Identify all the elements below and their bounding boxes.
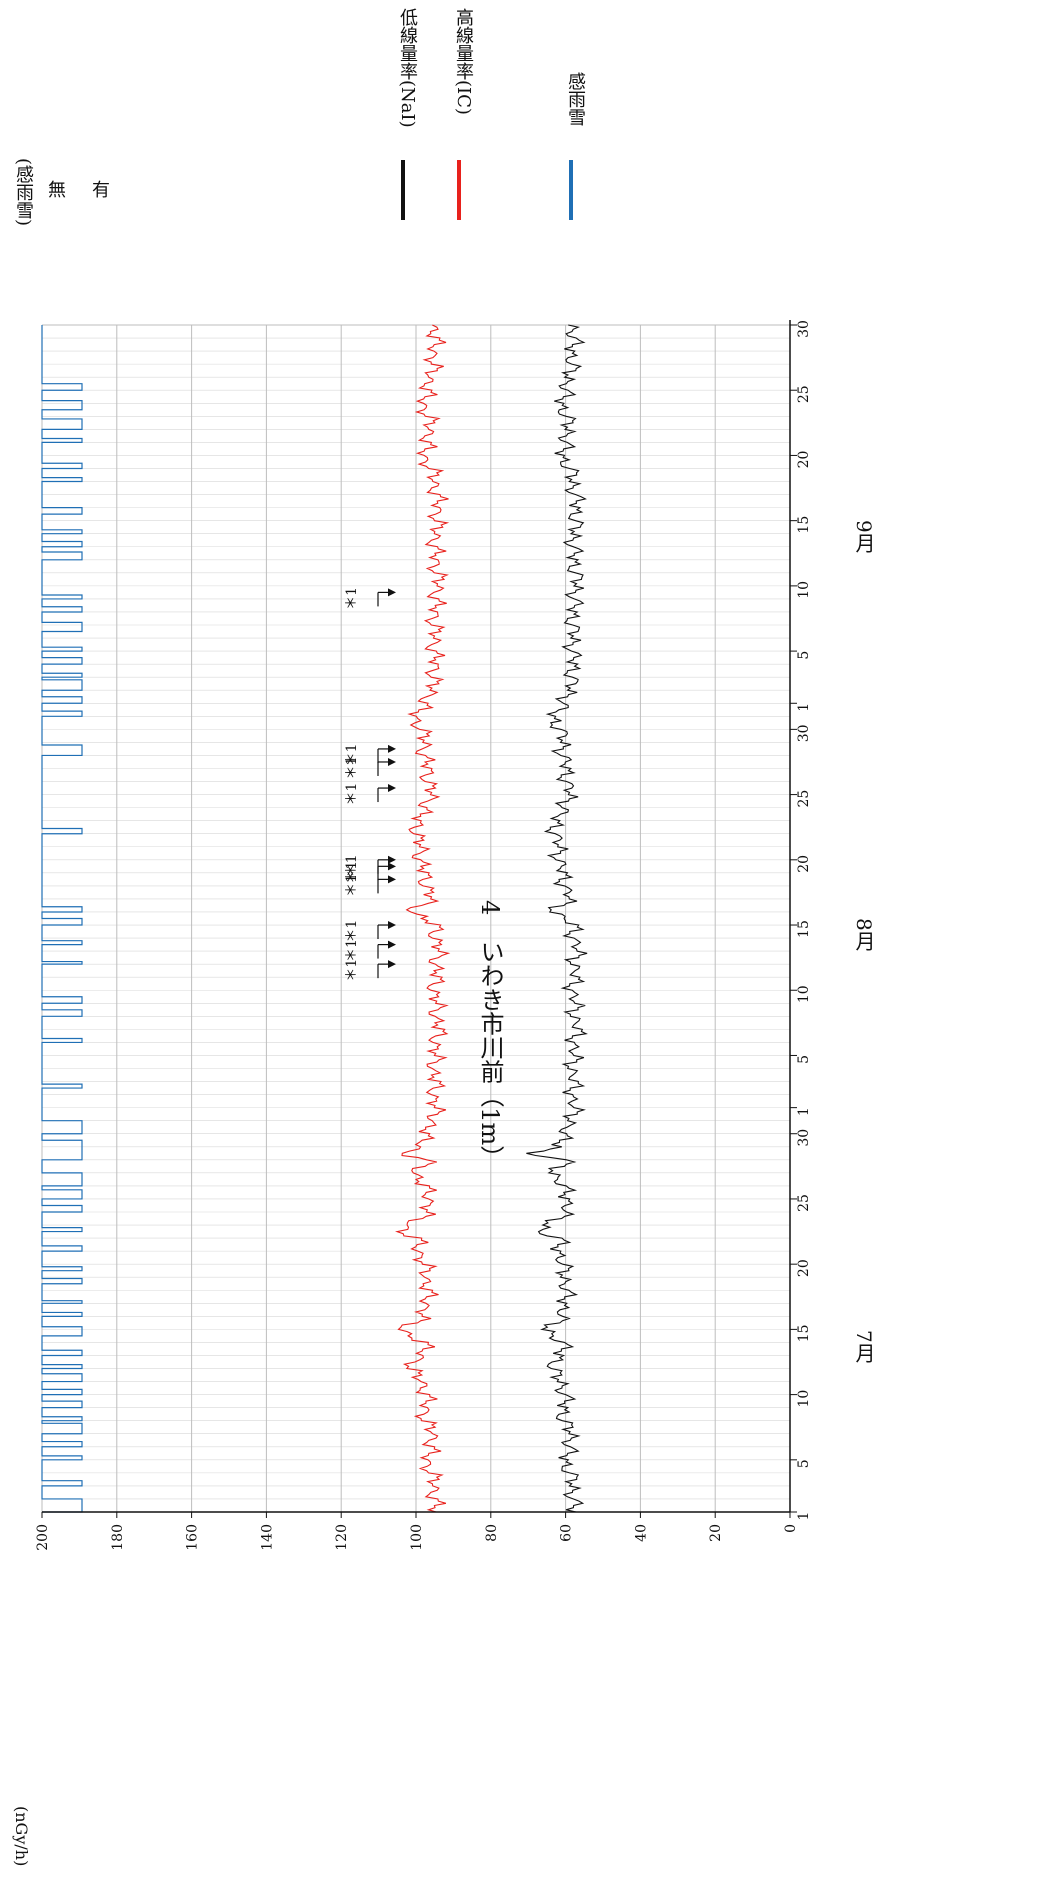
legend: [401, 160, 573, 220]
annotation-arrow-head: [388, 875, 396, 884]
annotation-label: ＊1: [344, 743, 360, 766]
value-tick-label: 0: [783, 1524, 799, 1533]
value-tick-label: 160: [185, 1524, 201, 1551]
time-tick-label: 20: [796, 855, 812, 873]
annotation-arrow-head: [388, 744, 396, 753]
time-tick-label: 10: [796, 581, 812, 599]
time-tick-label: 20: [796, 1259, 812, 1277]
legend-label-rain: 感雨雪: [565, 72, 586, 126]
time-tick-label: 5: [796, 1055, 812, 1064]
annotation-label: ＊1: [344, 861, 360, 884]
time-tick-label: 30: [796, 320, 812, 338]
annotation-label: ＊1: [344, 783, 360, 806]
time-tick-label: 10: [796, 985, 812, 1003]
rain-step-line: [41, 325, 83, 1513]
value-tick-label: 100: [409, 1524, 425, 1551]
time-tick-label: 15: [796, 920, 812, 938]
value-tick-label: 180: [110, 1524, 126, 1551]
annotation-arrow-head: [388, 588, 396, 597]
series-line-1: [395, 324, 451, 1513]
month-label-sep: 9月: [852, 520, 876, 553]
annotation-arrow-head: [388, 960, 396, 969]
annotation-arrow-head: [388, 757, 396, 766]
rain-axis-title: (感雨雪): [13, 158, 34, 227]
grid: [41, 324, 791, 1513]
annotation-label: ＊1: [344, 959, 360, 982]
annotation-arrow-head: [388, 921, 396, 930]
rain-state-on: 有: [89, 180, 110, 198]
annotation-label: ＊1: [344, 757, 360, 780]
rain-state-off: 無: [45, 180, 66, 198]
chart-title: 4 いわき市川前（1m）: [476, 900, 504, 1170]
value-tick-label: 200: [35, 1524, 51, 1551]
time-tick-label: 5: [796, 651, 812, 660]
time-tick-label: 30: [796, 724, 812, 742]
dose-series: [395, 324, 588, 1513]
time-tick-label: 15: [796, 1324, 812, 1342]
annotation-arrow-head: [388, 855, 396, 864]
time-tick-label: 1: [796, 1512, 812, 1521]
time-tick-label: 20: [796, 451, 812, 469]
month-label-jul: 7月: [852, 1330, 876, 1363]
value-tick-label: 140: [259, 1524, 275, 1551]
series-line-0: [526, 324, 588, 1513]
annotation-label: ＊1: [344, 920, 360, 943]
y-axis-unit: (nGy/h): [12, 1806, 31, 1867]
rain-series: [41, 325, 83, 1513]
legend-label-nai: 低線量率(NaI): [397, 8, 418, 128]
annotation-arrow-head: [388, 784, 396, 793]
legend-label-ic: 高線量率(IC): [453, 8, 474, 115]
annotation-label: ＊1: [344, 587, 360, 610]
time-tick-label: 25: [796, 385, 812, 403]
time-tick-label: 10: [796, 1390, 812, 1408]
time-tick-label: 1: [796, 703, 812, 712]
value-tick-label: 40: [633, 1524, 649, 1542]
annotation-arrow-head: [388, 862, 396, 871]
time-tick-label: 25: [796, 790, 812, 808]
time-tick-label: 30: [796, 1129, 812, 1147]
annotation-label: ＊1: [344, 874, 360, 897]
value-tick-label: 60: [559, 1524, 575, 1542]
time-tick-label: 15: [796, 516, 812, 534]
month-label-aug: 8月: [852, 918, 876, 951]
time-tick-label: 25: [796, 1194, 812, 1212]
axes: 0204060801001201401601802001510152025301…: [35, 320, 812, 1551]
annotation-label: ＊1: [344, 939, 360, 962]
annotation-arrow-head: [388, 940, 396, 949]
annotations: ＊1＊1＊1＊1＊1＊1＊1＊1＊1＊1: [344, 587, 396, 982]
value-tick-label: 120: [334, 1524, 350, 1551]
time-tick-label: 5: [796, 1459, 812, 1468]
time-tick-label: 1: [796, 1107, 812, 1116]
annotation-label: ＊1: [344, 854, 360, 877]
value-tick-label: 80: [484, 1524, 500, 1542]
value-tick-label: 20: [708, 1524, 724, 1542]
